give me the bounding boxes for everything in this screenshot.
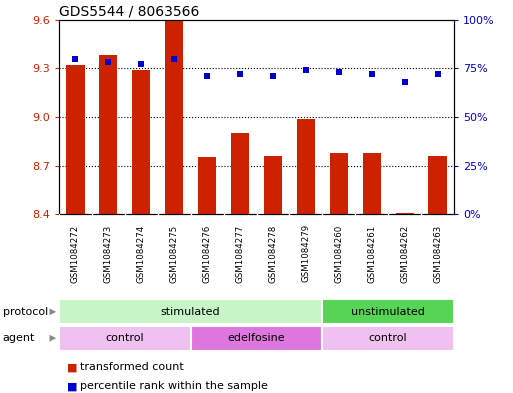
Text: protocol: protocol <box>3 307 48 317</box>
Text: GSM1084272: GSM1084272 <box>71 224 80 283</box>
Text: ■: ■ <box>67 381 77 391</box>
Text: unstimulated: unstimulated <box>351 307 425 317</box>
Text: percentile rank within the sample: percentile rank within the sample <box>80 381 267 391</box>
Bar <box>66 65 85 214</box>
Bar <box>198 158 216 214</box>
Text: GSM1084261: GSM1084261 <box>367 224 376 283</box>
Text: ■: ■ <box>67 362 77 373</box>
Text: GSM1084274: GSM1084274 <box>137 224 146 283</box>
Bar <box>330 152 348 214</box>
Point <box>269 73 277 79</box>
Bar <box>297 119 315 214</box>
Text: GSM1084260: GSM1084260 <box>334 224 343 283</box>
Text: GDS5544 / 8063566: GDS5544 / 8063566 <box>59 4 200 18</box>
Text: control: control <box>106 333 144 343</box>
Text: GSM1084273: GSM1084273 <box>104 224 113 283</box>
Text: GSM1084275: GSM1084275 <box>170 224 179 283</box>
Point <box>71 55 80 62</box>
Text: GSM1084262: GSM1084262 <box>400 224 409 283</box>
Bar <box>165 20 183 214</box>
Text: GSM1084277: GSM1084277 <box>235 224 245 283</box>
Bar <box>59 326 191 351</box>
Point <box>137 61 145 68</box>
Point <box>236 71 244 77</box>
Point <box>401 79 409 85</box>
Text: GSM1084276: GSM1084276 <box>203 224 212 283</box>
Bar <box>363 152 381 214</box>
Point <box>334 69 343 75</box>
Bar <box>231 133 249 214</box>
Point <box>104 59 112 66</box>
Text: stimulated: stimulated <box>161 307 221 317</box>
Point <box>203 73 211 79</box>
Point <box>170 55 179 62</box>
Text: GSM1084279: GSM1084279 <box>301 224 310 283</box>
Text: edelfosine: edelfosine <box>228 333 285 343</box>
Bar <box>396 213 413 214</box>
Text: GSM1084263: GSM1084263 <box>433 224 442 283</box>
Text: control: control <box>369 333 407 343</box>
Text: GSM1084278: GSM1084278 <box>268 224 278 283</box>
Text: transformed count: transformed count <box>80 362 183 373</box>
Bar <box>132 70 150 214</box>
Point <box>433 71 442 77</box>
Bar <box>59 299 322 324</box>
Bar <box>322 326 454 351</box>
Bar <box>100 55 117 214</box>
Bar <box>428 156 447 214</box>
Point <box>368 71 376 77</box>
Bar <box>322 299 454 324</box>
Point <box>302 67 310 73</box>
Bar <box>191 326 322 351</box>
Text: agent: agent <box>3 333 35 343</box>
Bar <box>264 156 282 214</box>
